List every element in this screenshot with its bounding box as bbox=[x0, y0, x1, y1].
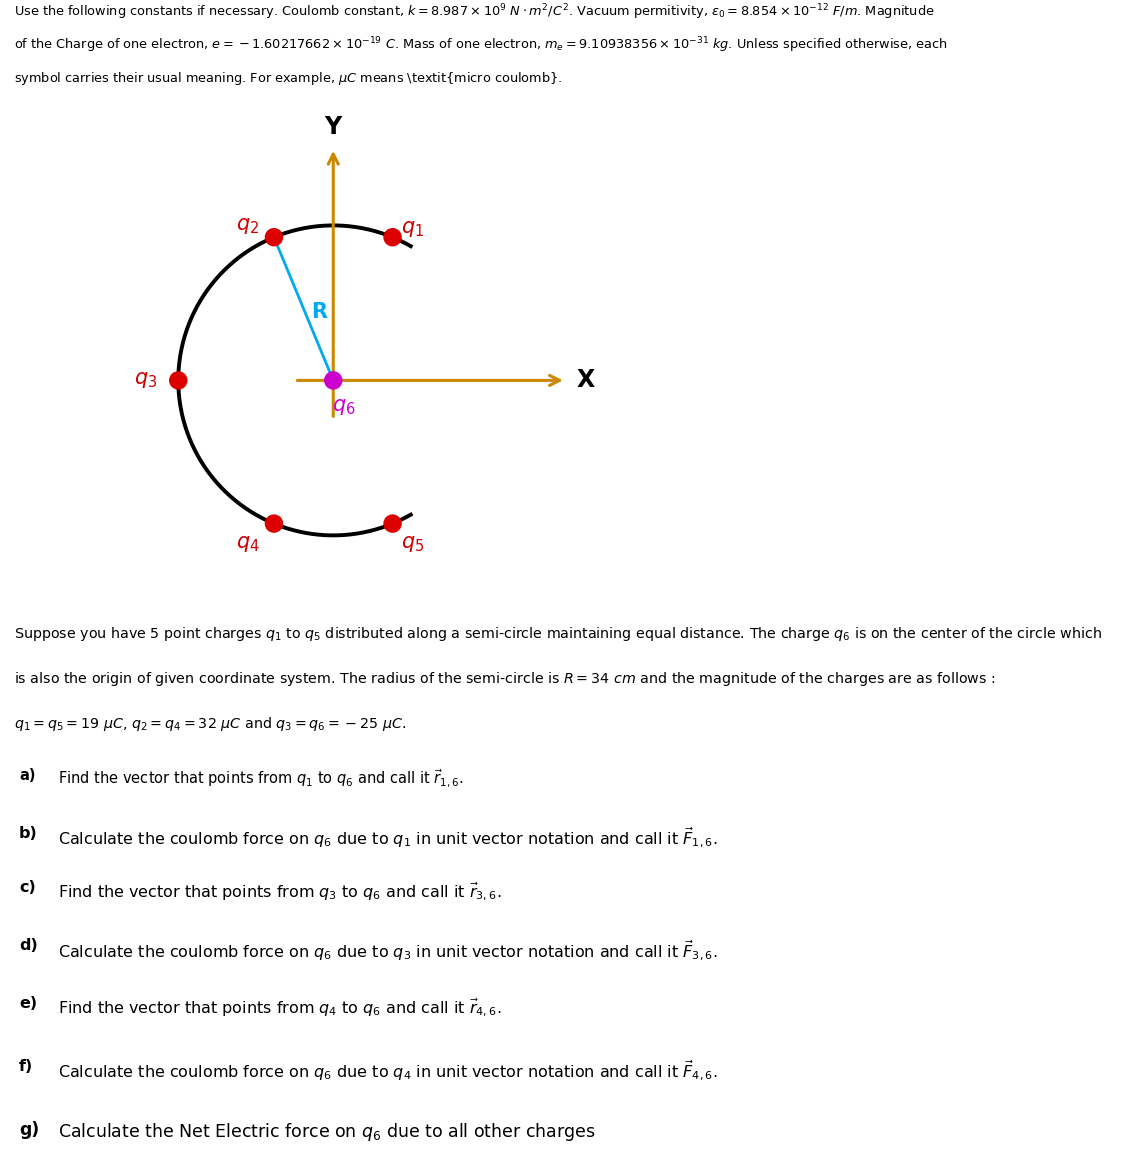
Circle shape bbox=[170, 372, 187, 389]
Text: Calculate the coulomb force on $q_6$ due to $q_1$ in unit vector notation and ca: Calculate the coulomb force on $q_6$ due… bbox=[57, 826, 718, 850]
Text: $q_4$: $q_4$ bbox=[236, 534, 260, 554]
Text: d): d) bbox=[19, 938, 38, 953]
Text: Find the vector that points from $q_4$ to $q_6$ and call it $\vec{r}_{4,6}$.: Find the vector that points from $q_4$ t… bbox=[57, 997, 502, 1019]
Text: Calculate the coulomb force on $q_6$ due to $q_3$ in unit vector notation and ca: Calculate the coulomb force on $q_6$ due… bbox=[57, 938, 718, 963]
Text: $q_1 = q_5 = 19\ \mu C$, $q_2 = q_4 = 32\ \mu C$ and $q_3 = q_6 = -25\ \mu C$.: $q_1 = q_5 = 19\ \mu C$, $q_2 = q_4 = 32… bbox=[14, 714, 406, 733]
Text: is also the origin of given coordinate system. The radius of the semi-circle is : is also the origin of given coordinate s… bbox=[14, 670, 996, 687]
Text: $q_2$: $q_2$ bbox=[236, 217, 259, 237]
Text: $q_6$: $q_6$ bbox=[332, 397, 356, 417]
Text: c): c) bbox=[19, 881, 36, 895]
Circle shape bbox=[325, 372, 342, 389]
Text: Find the vector that points from $q_3$ to $q_6$ and call it $\vec{r}_{3,6}$.: Find the vector that points from $q_3$ t… bbox=[57, 881, 502, 903]
Text: Suppose you have 5 point charges $q_1$ to $q_5$ distributed along a semi-circle : Suppose you have 5 point charges $q_1$ t… bbox=[14, 624, 1101, 643]
Circle shape bbox=[384, 515, 402, 532]
Text: $q_3$: $q_3$ bbox=[134, 370, 158, 390]
Text: R: R bbox=[312, 302, 327, 322]
Circle shape bbox=[266, 515, 282, 532]
Text: of the Charge of one electron, $e = -1.60217662 \times 10^{-19}\ C$. Mass of one: of the Charge of one electron, $e = -1.6… bbox=[14, 36, 947, 55]
Circle shape bbox=[384, 228, 402, 246]
Text: Find the vector that points from $q_1$ to $q_6$ and call it $\vec{r}_{1,6}$.: Find the vector that points from $q_1$ t… bbox=[57, 768, 464, 790]
Text: $q_5$: $q_5$ bbox=[402, 534, 424, 554]
Text: g): g) bbox=[19, 1121, 39, 1139]
Circle shape bbox=[266, 228, 282, 246]
Text: a): a) bbox=[19, 768, 36, 782]
Text: f): f) bbox=[19, 1059, 34, 1074]
Text: Calculate the Net Electric force on $q_6$ due to all other charges: Calculate the Net Electric force on $q_6… bbox=[57, 1121, 595, 1143]
Text: X: X bbox=[577, 369, 595, 392]
Text: $q_1$: $q_1$ bbox=[402, 219, 424, 239]
Text: Y: Y bbox=[325, 115, 342, 138]
Text: b): b) bbox=[19, 826, 38, 841]
Text: symbol carries their usual meaning. For example, $\mu C$ means \textit{micro cou: symbol carries their usual meaning. For … bbox=[14, 69, 561, 87]
Text: Calculate the coulomb force on $q_6$ due to $q_4$ in unit vector notation and ca: Calculate the coulomb force on $q_6$ due… bbox=[57, 1059, 718, 1083]
Text: e): e) bbox=[19, 997, 37, 1012]
Text: Use the following constants if necessary. Coulomb constant, $k = 8.987 \times 10: Use the following constants if necessary… bbox=[14, 2, 934, 21]
